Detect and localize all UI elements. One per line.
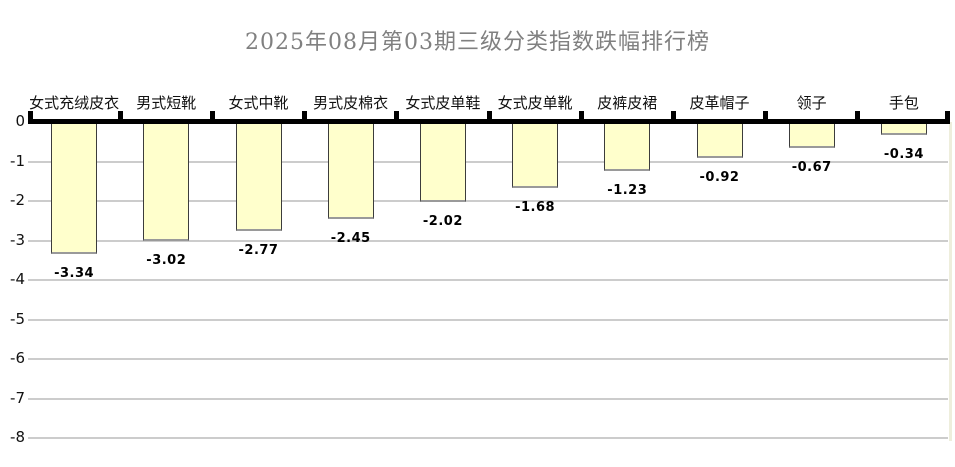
category-label: 女式皮单鞋 [405,94,481,112]
bar-value-label: -2.77 [238,243,279,259]
plot-right-edge [949,122,952,441]
axis-boundary-tick [945,111,950,123]
gridline [28,358,948,360]
bar-value-label: -3.34 [54,265,95,281]
category-label: 领子 [796,94,827,112]
bar-value-label: -2.45 [330,230,371,246]
axis-boundary-tick [763,111,769,123]
y-axis-tick-label: -8 [10,428,25,446]
gridline [28,160,948,163]
gridline [28,279,948,281]
axis-boundary-tick [209,111,215,123]
category-label: 女式皮单靴 [497,94,573,112]
y-axis-tick-label: -2 [10,191,25,209]
y-axis-tick-label: -3 [10,230,25,249]
category-label: 皮裤皮裙 [597,94,658,112]
category-label: 女式充绒皮衣 [29,94,120,112]
bar-value-label: -1.23 [607,182,648,198]
bar [235,122,282,232]
y-axis-tick-label: -1 [10,151,25,170]
axis-boundary-tick [670,111,676,123]
bar [327,122,374,219]
gridline [28,318,948,321]
chart-title: 2025年08月第03期三级分类指数跌幅排行榜 [245,30,710,55]
bar-value-label: -1.68 [515,200,556,216]
axis-boundary-tick [486,111,492,123]
y-axis-tick-label: -5 [10,309,25,328]
gridline [28,397,948,400]
bar [51,122,98,254]
axis-boundary-tick [28,111,33,123]
y-axis-tick-label: -4 [10,270,25,288]
y-axis-tick-label: -6 [10,349,25,367]
axis-boundary-tick [302,111,308,123]
category-label: 男式皮棉衣 [313,94,389,112]
axis-boundary-tick [578,111,584,123]
category-label: 女式中靴 [228,94,289,112]
bar-value-label: -0.92 [699,170,740,186]
gridline [28,437,948,439]
bar [788,122,835,149]
gridline [28,239,948,242]
bar [604,122,651,171]
category-label: 男式短靴 [136,94,197,112]
bar-value-label: -2.02 [422,213,463,229]
axis-boundary-tick [394,111,400,123]
bar [143,122,190,242]
y-axis-tick-label: 0 [15,112,25,130]
bar [880,122,927,136]
bar [419,122,466,202]
bar-value-label: -3.02 [146,253,187,269]
bar [696,122,743,159]
y-axis-tick-label: -7 [10,388,25,407]
axis-boundary-tick [117,111,123,123]
bar-value-label: -0.34 [883,147,924,163]
bar-value-label: -0.67 [791,160,832,176]
category-label: 皮革帽子 [689,94,750,112]
category-label: 手包 [888,94,919,112]
axis-boundary-tick [855,111,861,123]
gridline [28,200,948,202]
bar [512,122,559,189]
